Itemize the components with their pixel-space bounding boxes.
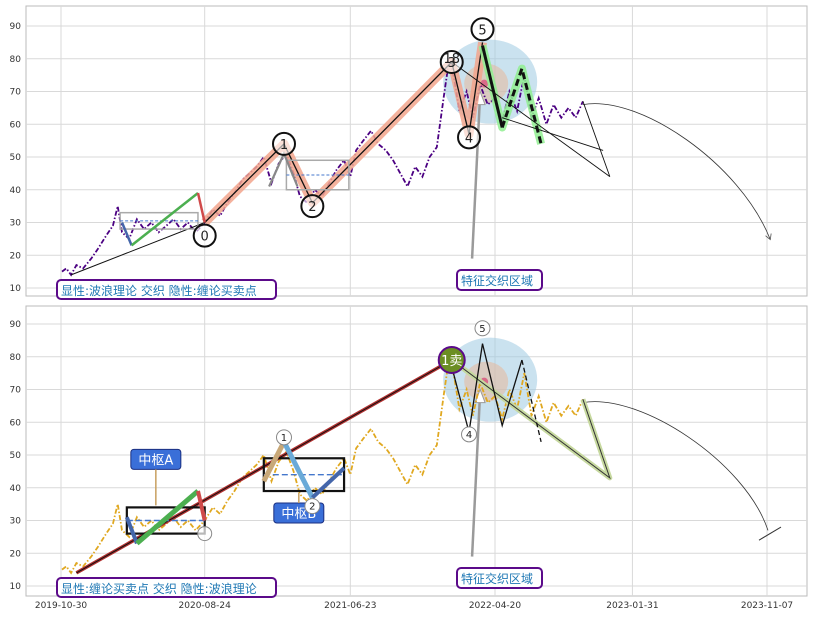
top-y-tick-30: 30 — [10, 219, 22, 229]
top-zone-pointer — [470, 94, 482, 259]
top-pivot-seg-blue — [120, 222, 133, 246]
top-y-tick-10: 10 — [10, 284, 22, 294]
bot-y-tick-50: 50 — [10, 451, 22, 461]
bottom-wave-point-2 — [304, 498, 321, 515]
bot-y-tick-40: 40 — [10, 484, 22, 494]
bottom-wave-label-1: 1 — [281, 433, 287, 444]
top-wave-line — [204, 42, 484, 223]
top-forecast-line-3 — [502, 117, 604, 151]
bottom-wave-label-5: 5 — [479, 324, 485, 335]
bottom-pivot-tag-text-0: 中枢A — [138, 453, 173, 468]
bottom-sell-point-label: 1卖 — [441, 354, 462, 369]
top-pivot-seg-red — [196, 192, 206, 223]
top-y-tick-80: 80 — [10, 55, 22, 65]
top-wave-point-0 — [192, 223, 217, 248]
top-zone-zigzag-b — [500, 63, 543, 145]
bottom-pivot-seg-red — [196, 490, 207, 521]
bottom-forecast-core — [451, 359, 611, 480]
top-wave-point-4 — [457, 125, 482, 150]
top-zone-zigzag-a — [481, 45, 504, 128]
bot-zone-pointer — [470, 392, 482, 557]
bottom-note-center-text: 特征交织区域 — [461, 571, 533, 586]
bottom-forecast-tbar — [758, 526, 782, 541]
top-wave-label-5: 5 — [478, 23, 486, 38]
top-y-tick-40: 40 — [10, 186, 22, 196]
x-tick-2: 2021-06-23 — [324, 601, 376, 611]
top-y-tick-20: 20 — [10, 251, 22, 261]
bottom-pivot-seg-green — [135, 489, 200, 546]
top-zone-core — [480, 79, 489, 88]
top-note-left-text: 显性:波浪理论 交织 隐性:缠论买卖点 — [61, 283, 257, 298]
bottom-wave-label-4: 4 — [466, 430, 472, 441]
x-tick-5: 2023-11-07 — [741, 601, 793, 611]
top-y-tick-90: 90 — [10, 22, 22, 32]
bot-y-tick-10: 10 — [10, 582, 22, 592]
bottom-note-center-box — [456, 567, 543, 589]
bottom-note-left-text: 显性:缠论买卖点 交织 隐性:波浪理论 — [61, 581, 257, 596]
top-wave-label-2: 2 — [308, 200, 316, 215]
top-wave-label-4: 4 — [465, 131, 473, 146]
top-wave-label-1: 1 — [280, 138, 288, 153]
top-y-tick-70: 70 — [10, 88, 22, 98]
top-note-center-box — [456, 269, 543, 291]
top-plot-frame — [25, 5, 808, 297]
x-tick-3: 2022-04-20 — [469, 601, 522, 611]
x-tick-0: 2019-10-30 — [35, 601, 88, 611]
top-wave-point-2 — [300, 194, 325, 219]
top-pivot-seg-green — [130, 192, 199, 247]
top-grid — [26, 6, 807, 296]
bot-y-tick-30: 30 — [10, 517, 22, 527]
bottom-pivot-a-point — [197, 526, 213, 542]
top-wave-marks: 0 1 2 3 4 5 18 — [70, 17, 611, 276]
bot-y-tick-60: 60 — [10, 418, 22, 428]
top-note-left: 显性:波浪理论 交织 隐性:缠论买卖点 — [56, 279, 277, 300]
top-wave-label-3: 3 — [448, 56, 456, 71]
bottom-zone-zigzag-dash — [521, 359, 542, 443]
bottom-sell-point — [437, 346, 466, 375]
bottom-zone-zigzag — [451, 343, 523, 433]
bottom-wave-label-2: 2 — [309, 502, 315, 513]
top-note-center-text: 特征交织区域 — [461, 273, 533, 288]
top-guide-line — [70, 222, 205, 276]
top-note-center: 特征交织区域 — [456, 269, 543, 291]
bot-y-tick-80: 80 — [10, 353, 22, 363]
top-chart-panel: 10 20 30 40 50 60 70 80 90 0 1 2 3 4 5 18 显性:波浪理论 交织 隐… — [10, 5, 808, 300]
bottom-y-tick-labels: 10 20 30 40 50 60 70 80 90 — [10, 320, 22, 592]
bottom-pivot2-seg-tan — [261, 440, 287, 483]
x-tick-4: 2023-01-31 — [606, 601, 658, 611]
bottom-note-left: 显性:缠论买卖点 交织 隐性:波浪理论 — [56, 577, 277, 598]
bottom-note-left-box — [56, 577, 277, 598]
bottom-pivot-seg-blue — [124, 516, 139, 545]
top-y-tick-60: 60 — [10, 120, 22, 130]
bottom-pivot2-seg-cyan — [281, 440, 315, 499]
top-y-tick-50: 50 — [10, 153, 22, 163]
top-wave-point-3 — [439, 50, 464, 75]
top-annotation-18: 18 — [443, 52, 460, 67]
x-tick-1: 2020-08-24 — [179, 601, 232, 611]
x-tick-labels: 2019-10-30 2020-08-24 2021-06-23 2022-04-20… — [35, 601, 793, 611]
bottom-wave-point-5 — [474, 320, 491, 337]
top-wave-point-1 — [271, 131, 296, 156]
bottom-pivot2-seg-blue — [311, 466, 346, 500]
bot-y-tick-70: 70 — [10, 386, 22, 396]
bottom-wave-point-4 — [461, 426, 478, 443]
bottom-note-center: 特征交织区域 — [456, 567, 543, 589]
top-y-tick-labels: 10 20 30 40 50 60 70 80 90 — [10, 22, 22, 294]
top-forecast-curve — [582, 103, 770, 239]
bottom-wave-point-1 — [275, 429, 292, 446]
bot-y-tick-90: 90 — [10, 320, 22, 330]
top-forecast-line-2 — [582, 101, 611, 177]
top-note-left-box — [56, 279, 277, 300]
bottom-forecast-curve — [582, 401, 769, 531]
top-wave-point-5 — [470, 17, 495, 42]
bot-y-tick-20: 20 — [10, 549, 22, 559]
top-forecast-line-1 — [451, 61, 611, 178]
top-wave-label-0: 0 — [201, 230, 209, 245]
